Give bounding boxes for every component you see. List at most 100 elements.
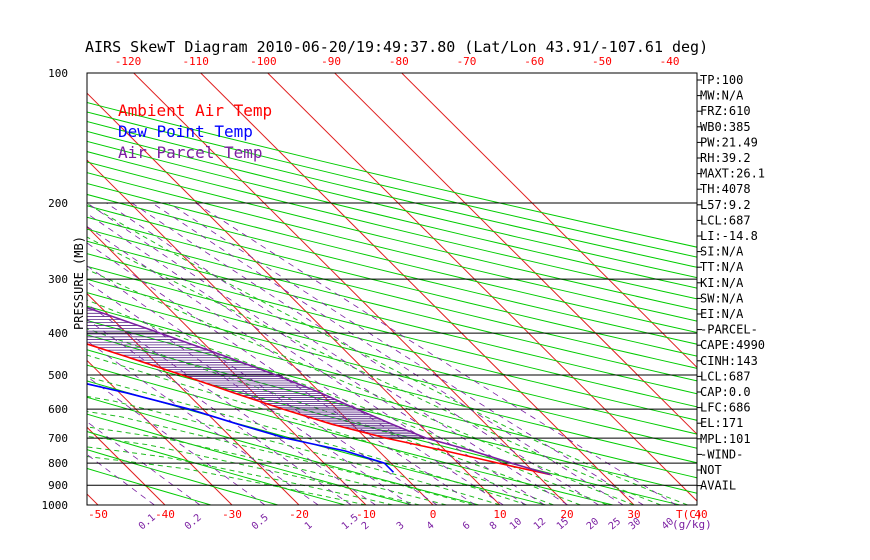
- isotherm-line: [200, 73, 635, 505]
- pressure-tick-label: 100: [48, 67, 68, 80]
- index-item: KI:N/A: [700, 276, 744, 290]
- dry-adiabat-line: [87, 240, 697, 395]
- pressure-tick-label: 300: [48, 273, 68, 286]
- series-line-dew-point-temp: [87, 383, 395, 473]
- isotherm-line: [87, 359, 233, 505]
- dry-adiabat-line: [87, 305, 697, 464]
- top-tick-label: -100: [250, 55, 277, 68]
- dry-adiabat-line: [87, 161, 697, 311]
- mixing-ratio-label: 6: [461, 520, 473, 532]
- mixing-ratio-label: 12: [532, 516, 548, 532]
- dry-adiabat-line: [87, 172, 697, 322]
- index-item: CAPE:4990: [700, 338, 765, 352]
- index-item: AVAIL: [700, 479, 736, 493]
- top-tick-label: -110: [182, 55, 209, 68]
- dry-adiabat-line: [87, 120, 697, 268]
- pressure-tick-label: 800: [48, 457, 68, 470]
- dry-adiabat-line: [87, 130, 697, 279]
- index-item: TT:N/A: [700, 260, 744, 274]
- mixing-ratio-label: 10: [508, 516, 524, 532]
- y-axis-label: PRESSURE (MB): [72, 236, 86, 330]
- index-item: CINH:143: [700, 354, 758, 368]
- isotherm-line: [87, 292, 300, 505]
- isotherm-line: [87, 226, 367, 505]
- index-item: WB0:385: [700, 120, 751, 134]
- legend-entry: Ambient Air Temp: [118, 101, 272, 120]
- mixing-ratio-line: [87, 242, 476, 505]
- bottom-tick-label: 20: [560, 508, 573, 521]
- bottom-tick-label: 10: [493, 508, 506, 521]
- legend-entry: Air Parcel Temp: [118, 143, 263, 162]
- bottom-tick-label: 30: [627, 508, 640, 521]
- series-line-air-parcel-temp: [87, 306, 551, 476]
- dry-adiabat-line: [87, 101, 697, 248]
- mixing-ratio-line: [87, 265, 438, 505]
- dry-adiabat-line: [87, 278, 697, 435]
- dry-adiabat-line: [87, 396, 480, 505]
- mixing-ratio-label: 4: [425, 520, 437, 532]
- dry-adiabat-line: [87, 413, 413, 505]
- moist-adiabat-line: [87, 410, 474, 505]
- isotherm-line: [133, 73, 568, 505]
- dry-adiabat-line: [87, 292, 697, 449]
- dry-adiabat-line: [87, 228, 697, 382]
- mixing-ratio-label: 0.5: [250, 512, 271, 532]
- isotherm-line: [87, 159, 434, 505]
- index-item: MW:N/A: [700, 89, 744, 103]
- index-item: SW:N/A: [700, 291, 744, 305]
- pressure-tick-label: 400: [48, 327, 68, 340]
- index-item: -WIND-: [700, 447, 743, 461]
- chart-title: AIRS SkewT Diagram 2010-06-20/19:49:37.8…: [85, 38, 708, 56]
- index-item: LCL:687: [700, 213, 751, 227]
- top-tick-label: -60: [524, 55, 544, 68]
- index-item: -PARCEL-: [700, 323, 758, 337]
- bottom-tick-label: -50: [88, 508, 108, 521]
- bottom-tick-label: -20: [289, 508, 309, 521]
- mixing-ratio-label: 25: [607, 516, 623, 532]
- isotherm-line: [267, 73, 697, 502]
- index-item: EI:N/A: [700, 307, 744, 321]
- dry-adiabat-line: [87, 151, 697, 300]
- top-tick-label: -70: [457, 55, 477, 68]
- index-item: TH:4078: [700, 182, 751, 196]
- mixing-ratio-line: [87, 421, 201, 505]
- mixing-ratio-label: 0.2: [183, 512, 204, 532]
- index-item: LFC:686: [700, 401, 751, 415]
- plot-area: [0, 72, 698, 506]
- bottom-tick-label: -30: [222, 508, 242, 521]
- mixing-ratio-label: 2: [360, 520, 372, 532]
- top-tick-label: -50: [592, 55, 612, 68]
- dry-adiabat-line: [87, 111, 697, 258]
- dry-adiabat-line: [87, 216, 697, 369]
- index-item: L57:9.2: [700, 198, 751, 212]
- pressure-tick-label: 700: [48, 432, 68, 445]
- index-item: EL:171: [700, 416, 743, 430]
- moist-adiabat-line: [87, 446, 393, 505]
- moist-adiabat-line: [87, 435, 420, 505]
- top-tick-label: -80: [389, 55, 409, 68]
- mixing-ratio-unit: (g/kg): [672, 518, 712, 531]
- index-item: MAXT:26.1: [700, 167, 765, 181]
- moist-adiabat-line: [87, 426, 447, 505]
- dry-adiabat-line: [87, 140, 697, 289]
- dry-adiabat-line: [87, 334, 697, 494]
- pressure-tick-label: 500: [48, 369, 68, 382]
- series-group: [87, 306, 551, 476]
- dry-adiabat-line: [87, 364, 614, 505]
- mixing-ratio-label: 1: [303, 520, 315, 532]
- dry-adiabat-line: [87, 182, 697, 334]
- dry-adiabat-line: [87, 449, 279, 505]
- bottom-tick-label: 0: [430, 508, 437, 521]
- index-item: MPL:101: [700, 432, 751, 446]
- index-item: CAP:0.0: [700, 385, 751, 399]
- mixing-ratio-line: [87, 225, 504, 505]
- cape-hatch: [87, 309, 424, 438]
- mixing-ratio-label: 8: [488, 520, 500, 532]
- index-item: SI:N/A: [700, 245, 744, 259]
- bottom-tick-label: -40: [155, 508, 175, 521]
- mixing-ratio-line: [195, 202, 677, 505]
- dry-adiabat-line: [87, 349, 681, 505]
- mixing-ratio-line: [87, 376, 266, 505]
- isotherm-line: [401, 73, 697, 369]
- isotherm-line: [0, 73, 31, 505]
